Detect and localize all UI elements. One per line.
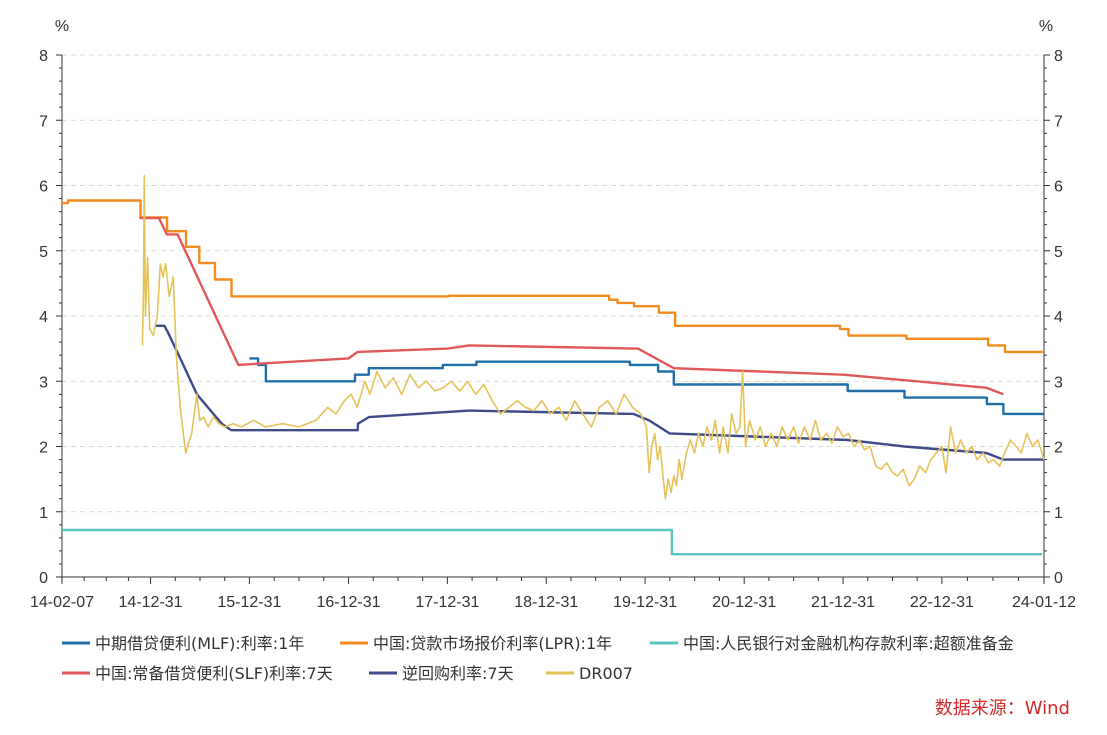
y-tick-label-right: 6 [1054, 179, 1063, 196]
x-tick-label: 18-12-31 [514, 594, 578, 611]
x-axis: 14-02-07 14-12-31 15-12-31 16-12-31 17-12-31… [30, 576, 1076, 611]
x-tick-label: 24-01-12 [1012, 594, 1076, 611]
left-unit-label: % [55, 18, 69, 35]
legend-item-1: 中期借贷便利(MLF):利率:1年 [62, 634, 304, 653]
series-line-4 [139, 216, 1004, 396]
legend-item-3: 中国:人民银行对金融机构存款利率:超额准备金 [650, 634, 1014, 653]
series-line-5 [154, 324, 1044, 461]
y-tick-label-right: 1 [1054, 505, 1063, 522]
y-tick-label-right: 4 [1054, 309, 1063, 326]
y-tick-label-left: 2 [39, 440, 48, 457]
right-y-axis: 0 1 2 3 4 5 6 7 8 [1043, 48, 1063, 587]
right-unit-label: % [1039, 18, 1053, 35]
x-tick-label: 14-02-07 [30, 594, 94, 611]
x-tick-label: 15-12-31 [217, 594, 281, 611]
legend-item-6: DR007 [546, 664, 633, 683]
left-y-axis: 0 1 2 3 4 5 6 7 8 [39, 48, 63, 587]
series-lines [62, 174, 1045, 556]
y-tick-label-right: 8 [1054, 48, 1063, 65]
x-tick-label: 22-12-31 [910, 594, 974, 611]
legend-label: 中国:常备借贷便利(SLF)利率:7天 [95, 664, 333, 683]
y-tick-label-left: 1 [39, 505, 48, 522]
y-tick-label-left: 6 [39, 179, 48, 196]
legend-item-2: 中国:贷款市场报价利率(LPR):1年 [340, 634, 612, 653]
y-tick-label-left: 5 [39, 244, 48, 261]
series-line-3 [62, 528, 1043, 556]
x-tick-label: 19-12-31 [613, 594, 677, 611]
y-tick-label-right: 5 [1054, 244, 1063, 261]
source-note: 数据来源：Wind [935, 698, 1070, 719]
x-tick-label: 21-12-31 [811, 594, 875, 611]
x-tick-label: 14-12-31 [119, 594, 183, 611]
x-tick-label: 20-12-31 [712, 594, 776, 611]
x-tick-label: 16-12-31 [317, 594, 381, 611]
y-tick-label-right: 7 [1054, 113, 1063, 130]
legend-item-5: 逆回购利率:7天 [369, 664, 514, 683]
y-tick-label-left: 7 [39, 113, 48, 130]
y-tick-label-right: 2 [1054, 440, 1063, 457]
legend-label: 中期借贷便利(MLF):利率:1年 [95, 634, 304, 653]
series-line-6 [141, 174, 1045, 500]
gridlines [62, 54, 1044, 513]
x-tick-label: 17-12-31 [415, 594, 479, 611]
y-tick-label-right: 3 [1054, 374, 1063, 391]
y-tick-label-right: 0 [1054, 570, 1063, 587]
y-tick-label-left: 3 [39, 374, 48, 391]
legend-item-4: 中国:常备借贷便利(SLF)利率:7天 [62, 664, 333, 683]
y-tick-label-left: 0 [39, 570, 48, 587]
legend-label: 中国:贷款市场报价利率(LPR):1年 [373, 634, 612, 653]
series-line-2 [62, 199, 1044, 354]
legend-label: 逆回购利率:7天 [402, 664, 514, 683]
y-tick-label-left: 4 [39, 309, 48, 326]
legend: 中期借贷便利(MLF):利率:1年 中国:贷款市场报价利率(LPR):1年 中国:人… [62, 634, 1014, 683]
y-tick-label-left: 8 [39, 48, 48, 65]
legend-label: DR007 [579, 664, 633, 683]
series-line-1 [249, 357, 1044, 416]
legend-label: 中国:人民银行对金融机构存款利率:超额准备金 [683, 634, 1014, 653]
